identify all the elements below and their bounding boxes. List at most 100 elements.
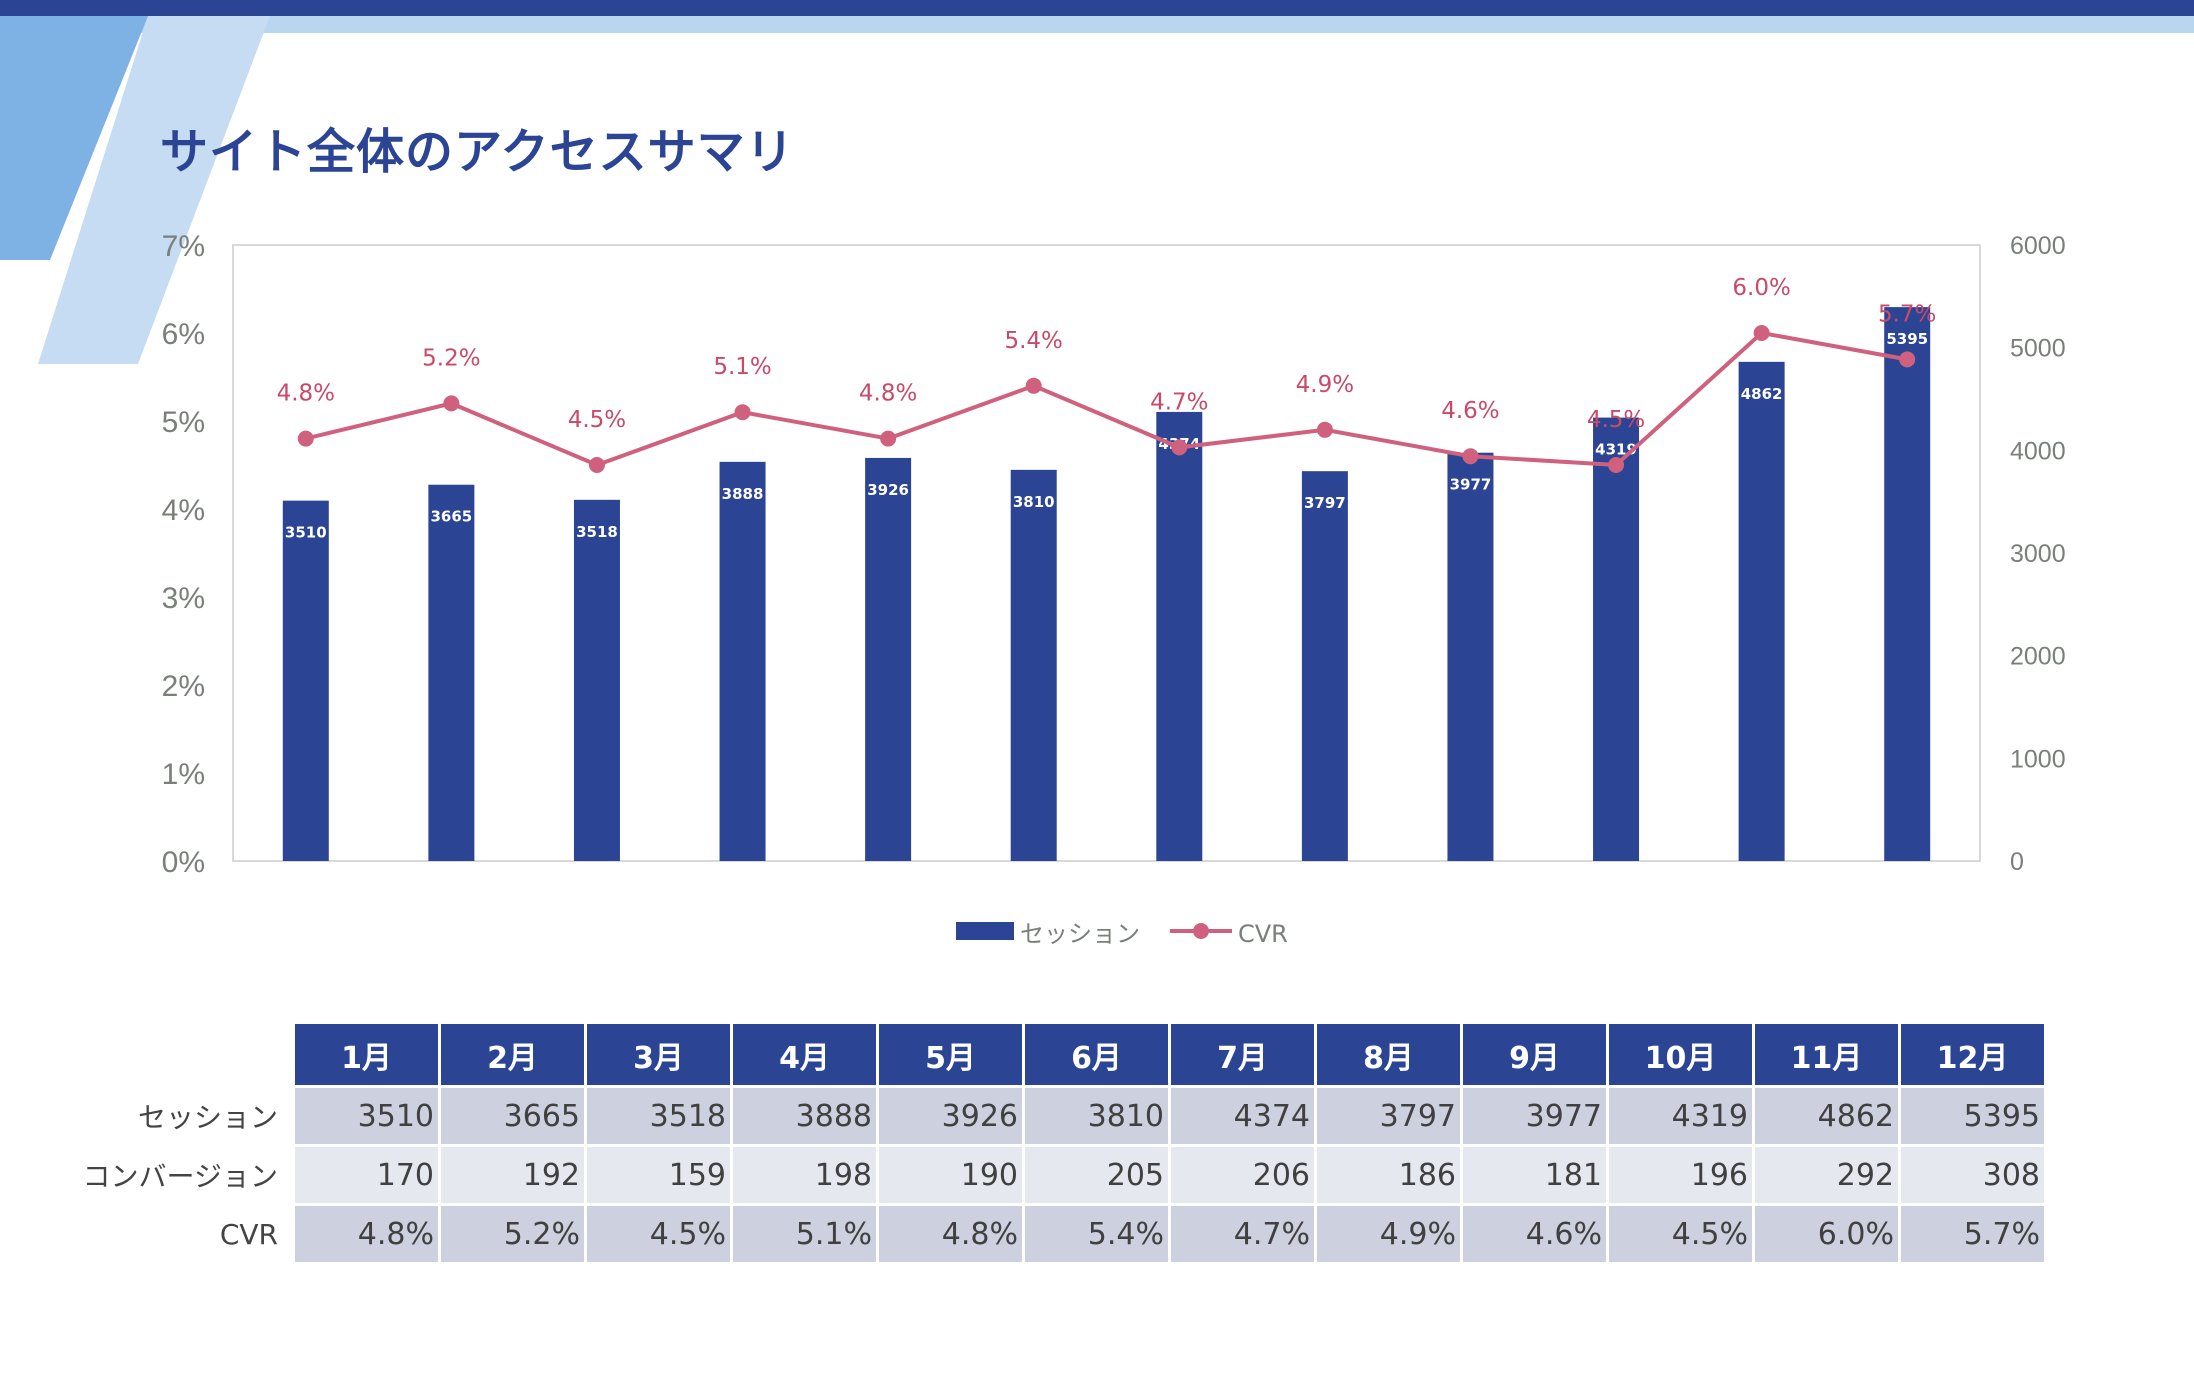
plot-area xyxy=(232,244,1981,862)
cvr-point xyxy=(588,457,605,473)
table-cell: 170 xyxy=(295,1147,438,1203)
table-cell: 206 xyxy=(1171,1147,1314,1203)
cvr-point-label: 4.9% xyxy=(1296,372,1354,398)
session-bars xyxy=(282,307,1931,861)
legend: セッション CVR xyxy=(956,920,1288,948)
table-cell: 205 xyxy=(1025,1147,1168,1203)
cvr-point-label: 5.2% xyxy=(422,345,480,371)
session-bar xyxy=(865,457,912,861)
table-header-month: 11月 xyxy=(1755,1024,1898,1085)
cvr-point-label: 5.1% xyxy=(713,354,771,380)
table-cell: 3665 xyxy=(441,1088,584,1144)
header-bar xyxy=(0,0,2194,16)
table-cell: 3977 xyxy=(1463,1088,1606,1144)
cvr-point-label: 5.4% xyxy=(1004,328,1062,354)
left-axis-tick: 7% xyxy=(162,230,205,263)
cvr-point xyxy=(1316,421,1333,438)
left-axis-tick: 4% xyxy=(162,494,205,527)
table-header-month: 9月 xyxy=(1463,1024,1606,1085)
table-cell: 5.4% xyxy=(1025,1206,1168,1262)
right-axis-tick: 3000 xyxy=(2010,540,2066,568)
table-body: セッション 3510 3665 3518 3888 3926 3810 4374 3797 397… xyxy=(43,1088,2044,1262)
session-bar-label: 3518 xyxy=(576,523,618,541)
table-cell: 6.0% xyxy=(1755,1206,1898,1262)
table-cell: 5.1% xyxy=(733,1206,876,1262)
table-header-row: 1月 2月 3月 4月 5月 6月 7月 8月 9月 10月 11月 12月 xyxy=(43,1024,2044,1085)
decorative-stripes xyxy=(0,16,270,364)
session-bar-label: 4862 xyxy=(1741,385,1783,403)
table-cell: 181 xyxy=(1463,1147,1606,1203)
table-corner xyxy=(43,1024,292,1085)
cvr-labels: 4.8% 5.2% 4.5% 5.1% 4.8% 5.4% 4.7% 4.9% 4.6% 4.5%… xyxy=(277,275,1937,433)
right-axis-tick: 4000 xyxy=(2010,437,2066,465)
session-bar-label: 3665 xyxy=(431,508,473,526)
table-cell: 4.8% xyxy=(879,1206,1022,1262)
left-axis-tick: 1% xyxy=(162,758,205,791)
table-cell: 4.6% xyxy=(1463,1206,1606,1262)
cvr-point-label: 4.5% xyxy=(1587,407,1645,433)
table-cell: 4.5% xyxy=(1609,1206,1752,1262)
summary-table: 1月 2月 3月 4月 5月 6月 7月 8月 9月 10月 11月 12月 セッション 3510 366… xyxy=(40,1021,2047,1265)
session-bar xyxy=(1156,411,1203,861)
table-cell: 4.7% xyxy=(1171,1206,1314,1262)
table-row-cvr: CVR 4.8% 5.2% 4.5% 5.1% 4.8% 5.4% 4.7% 4.9% 4.6% 4… xyxy=(43,1206,2044,1262)
cvr-point xyxy=(1171,439,1188,456)
table-cell: 190 xyxy=(879,1147,1022,1203)
right-axis-tick: 5000 xyxy=(2010,335,2066,363)
table-header-month: 5月 xyxy=(879,1024,1022,1085)
cvr-point-label: 5.7% xyxy=(1878,301,1936,327)
legend-label-sessions: セッション xyxy=(1020,920,1140,948)
cvr-line xyxy=(305,330,1908,468)
cvr-point xyxy=(734,404,751,421)
table-cell: 159 xyxy=(587,1147,730,1203)
legend-swatch-sessions xyxy=(956,922,1014,940)
left-axis-tick: 3% xyxy=(162,582,205,615)
table-cell: 4.5% xyxy=(587,1206,730,1262)
cvr-point xyxy=(443,395,460,412)
session-bar-label: 3797 xyxy=(1304,494,1346,512)
table-cell: 292 xyxy=(1755,1147,1898,1203)
table-header-month: 8月 xyxy=(1317,1024,1460,1085)
table-cell: 4.8% xyxy=(295,1206,438,1262)
table-cell: 186 xyxy=(1317,1147,1460,1203)
table-cell: 3810 xyxy=(1025,1088,1168,1144)
table-cell: 3926 xyxy=(879,1088,1022,1144)
table-row-conversions: コンバージョン 170 192 159 198 190 205 206 186 181 196 292… xyxy=(43,1147,2044,1203)
cvr-point xyxy=(1753,325,1770,341)
table-cell: 3510 xyxy=(295,1088,438,1144)
right-axis-tick: 6000 xyxy=(2010,232,2066,260)
session-bar-label: 3926 xyxy=(867,481,909,499)
table-cell: 3797 xyxy=(1317,1088,1460,1144)
right-axis: 0 1000 2000 3000 4000 5000 6000 xyxy=(2010,232,2066,876)
right-axis-tick: 2000 xyxy=(2010,643,2066,671)
cvr-point xyxy=(1899,351,1916,368)
session-bar xyxy=(1884,307,1931,861)
header-accent-bar xyxy=(0,16,2194,33)
session-bar xyxy=(428,484,475,861)
table-header-month: 12月 xyxy=(1901,1024,2044,1085)
left-axis-tick: 0% xyxy=(162,846,205,879)
table-row-label: コンバージョン xyxy=(82,1160,278,1193)
cvr-point xyxy=(1608,457,1625,473)
table-header-month: 4月 xyxy=(733,1024,876,1085)
session-bar xyxy=(1010,469,1057,861)
table-cell: 3888 xyxy=(733,1088,876,1144)
table-cell: 5.2% xyxy=(441,1206,584,1262)
session-bar xyxy=(1738,361,1785,861)
cvr-point-label: 4.6% xyxy=(1441,398,1499,424)
session-bar-label: 3977 xyxy=(1450,476,1492,494)
table-header-month: 2月 xyxy=(441,1024,584,1085)
table-cell: 198 xyxy=(733,1147,876,1203)
page-title: サイト全体のアクセスサマリ xyxy=(160,124,795,180)
table-cell: 196 xyxy=(1609,1147,1752,1203)
session-bar xyxy=(1447,452,1494,861)
cvr-point xyxy=(1025,377,1042,394)
session-bar-label: 3510 xyxy=(285,524,327,542)
cvr-point-label: 4.8% xyxy=(277,381,335,407)
session-bar-label: 3888 xyxy=(722,485,764,503)
table-cell: 5395 xyxy=(1901,1088,2044,1144)
session-bar xyxy=(573,499,620,861)
table-header-month: 10月 xyxy=(1609,1024,1752,1085)
left-axis-tick: 2% xyxy=(162,670,205,703)
left-axis-tick: 5% xyxy=(162,406,205,439)
